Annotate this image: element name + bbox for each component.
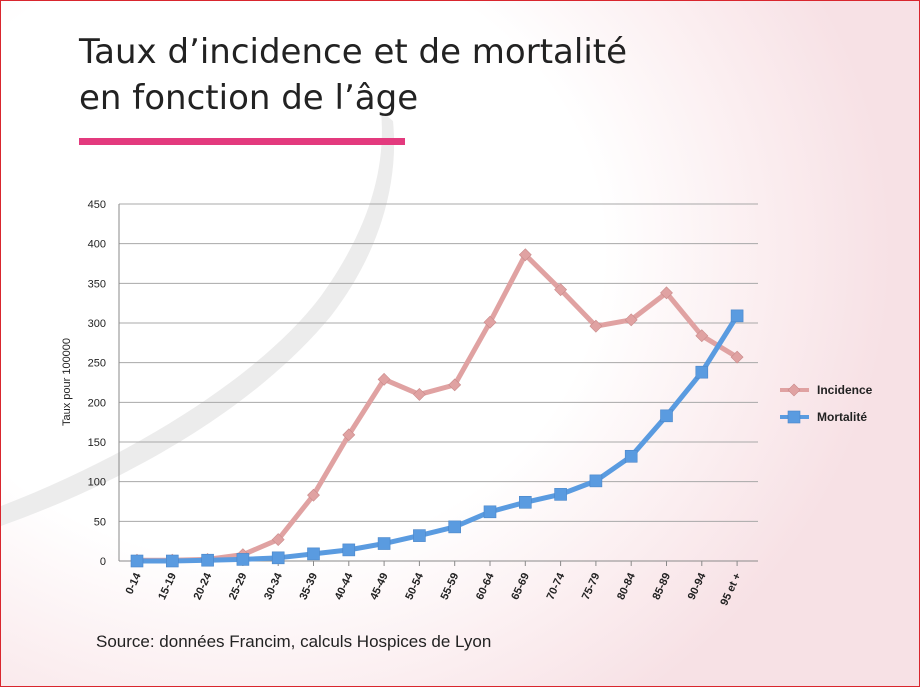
x-tick-label: 50-54 (403, 570, 426, 601)
data-point (412, 387, 426, 401)
data-point (660, 286, 673, 300)
x-tick-label: 80-84 (615, 570, 638, 601)
title-line-1: Taux d’incidence et de mortalité (79, 32, 628, 72)
data-point (307, 547, 320, 561)
series-line (137, 314, 740, 564)
data-point (589, 319, 603, 333)
data-point (377, 537, 391, 550)
data-point (166, 554, 179, 568)
y-tick-label: 150 (88, 437, 106, 449)
data-point (377, 372, 391, 386)
data-point (130, 554, 144, 568)
chart-series (130, 248, 744, 568)
data-point (660, 409, 673, 423)
y-axis-ticks: 0 50 100 150 200 250 300 350 400 450 (88, 199, 106, 568)
x-tick-label: 20-24 (192, 570, 215, 601)
y-tick-label: 450 (88, 199, 106, 211)
y-tick-label: 50 (94, 516, 106, 528)
y-tick-label: 300 (88, 318, 106, 330)
x-tick-label: 95 et + (718, 571, 743, 607)
x-tick-label: 40-44 (333, 570, 356, 601)
data-point (554, 283, 568, 297)
x-tick-label: 65-69 (509, 571, 532, 602)
data-point (342, 543, 356, 557)
title-line-2: en fonction de l’âge (79, 78, 419, 118)
data-point (201, 553, 214, 567)
data-point (448, 378, 462, 392)
data-point (413, 529, 426, 542)
data-point (624, 449, 638, 463)
chart-grid (118, 203, 758, 562)
legend-label: Incidence (817, 383, 873, 397)
data-point (518, 248, 532, 262)
y-tick-label: 0 (100, 556, 106, 568)
data-point (730, 309, 744, 323)
y-tick-label: 250 (88, 358, 106, 370)
y-tick-label: 350 (88, 278, 106, 290)
x-tick-label: 55-59 (439, 571, 462, 602)
x-tick-label: 75-79 (580, 571, 603, 602)
data-point (271, 551, 285, 565)
data-point (448, 520, 462, 534)
source-note: Source: données Francim, calculs Hospice… (96, 632, 492, 651)
data-point (624, 313, 638, 327)
data-point (271, 533, 285, 547)
y-tick-label: 200 (88, 397, 106, 409)
data-point (518, 495, 532, 509)
data-point (342, 428, 356, 442)
page-title: Taux d’incidence et de mortalité en fonc… (79, 29, 627, 121)
x-tick-label: 25-29 (227, 571, 250, 602)
x-axis-ticks: 0-14 15-19 20-24 25-29 30-34 35-39 40-44 45-49 5… (124, 561, 744, 608)
series-line (137, 252, 739, 563)
legend-marker (787, 410, 801, 424)
x-tick-label: 30-34 (262, 570, 285, 601)
series-0 (130, 248, 744, 567)
y-tick-label: 100 (88, 477, 106, 489)
x-tick-label: 90-94 (686, 570, 709, 601)
data-point (483, 315, 497, 329)
data-point (695, 365, 709, 379)
y-tick-label: 400 (88, 239, 106, 251)
series-1 (130, 309, 744, 568)
x-tick-label: 60-64 (474, 570, 497, 601)
legend-marker (787, 383, 801, 397)
data-point (483, 505, 497, 519)
x-tick-label: 70-74 (545, 570, 568, 601)
x-tick-label: 35-39 (297, 571, 320, 602)
data-point (307, 488, 320, 502)
data-point (730, 350, 744, 364)
data-point (589, 474, 603, 488)
data-point (695, 329, 709, 343)
x-tick-label: 0-14 (124, 570, 145, 596)
x-tick-label: 85-89 (650, 571, 673, 602)
title-underline (79, 138, 405, 145)
x-tick-label: 15-19 (156, 571, 179, 602)
data-point (236, 553, 250, 566)
y-axis-label: Taux pour 100000 (61, 338, 73, 426)
legend-label: Mortalité (817, 410, 867, 424)
x-tick-label: 45-49 (368, 571, 391, 602)
chart-legend: Incidence Mortalité (780, 383, 873, 424)
data-point (554, 488, 567, 501)
